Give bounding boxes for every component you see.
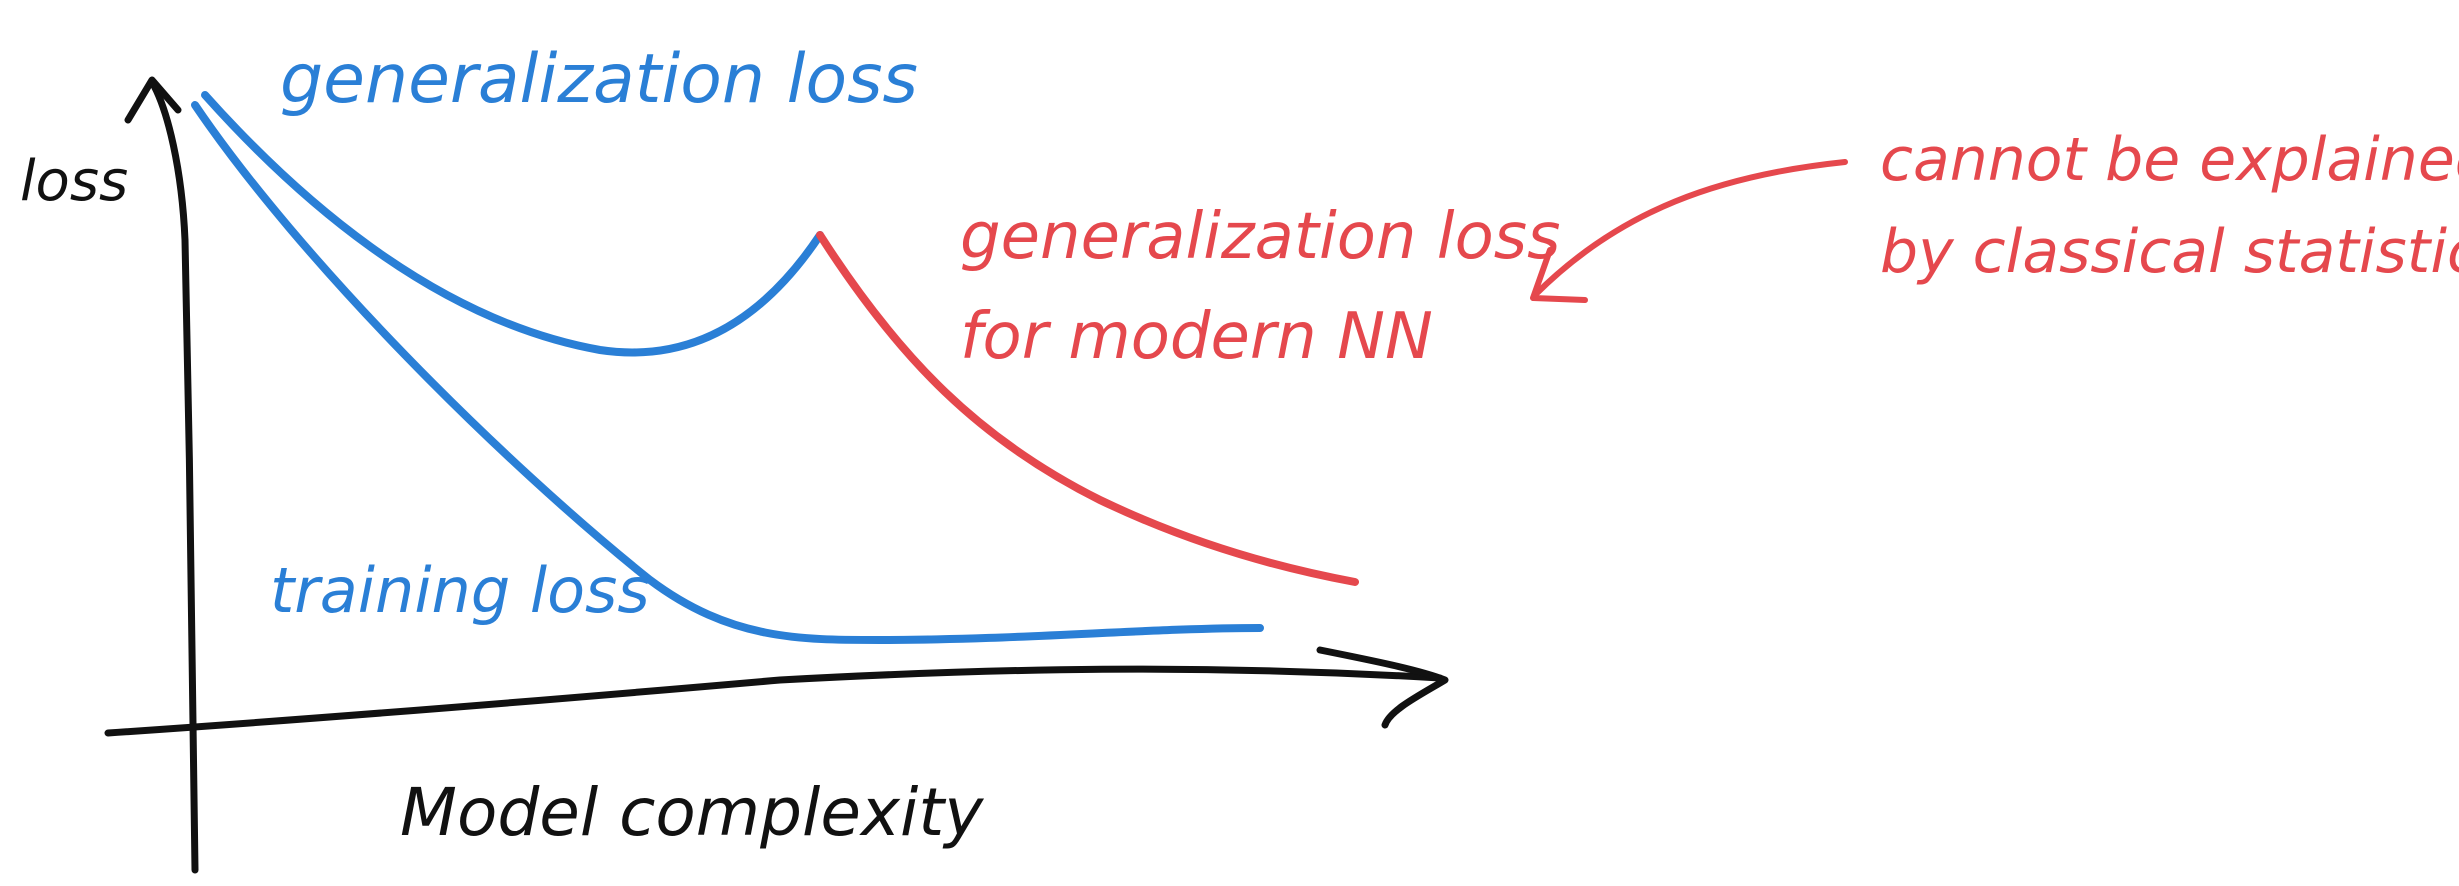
y-axis-arrowhead — [124, 76, 182, 124]
arrow-head — [1530, 247, 1588, 303]
generalization-loss-curve — [201, 91, 824, 357]
annotation-note-line1: cannot be explained — [1880, 125, 2459, 195]
x-axis-line — [104, 665, 1444, 737]
arrow-shaft — [1532, 159, 1848, 298]
curves — [191, 91, 1359, 644]
modern-loss-label-line1: generalization loss — [960, 200, 1560, 274]
generalization-loss-label: generalization loss — [280, 40, 918, 119]
training-loss-label: training loss — [270, 554, 650, 627]
axes — [104, 76, 1449, 874]
modern-loss-label-line2: for modern NN — [960, 300, 1433, 374]
y-axis-line — [148, 78, 199, 874]
annotation-note-line2: by classical statistics — [1880, 217, 2459, 287]
annotation-arrow — [1530, 159, 1848, 303]
modern-generalization-loss-curve — [816, 231, 1359, 586]
y-axis-label: loss — [20, 149, 128, 214]
x-axis-label: Model complexity — [400, 774, 984, 851]
x-axis-arrowhead — [1316, 646, 1449, 729]
training-loss-curve — [191, 101, 1264, 644]
